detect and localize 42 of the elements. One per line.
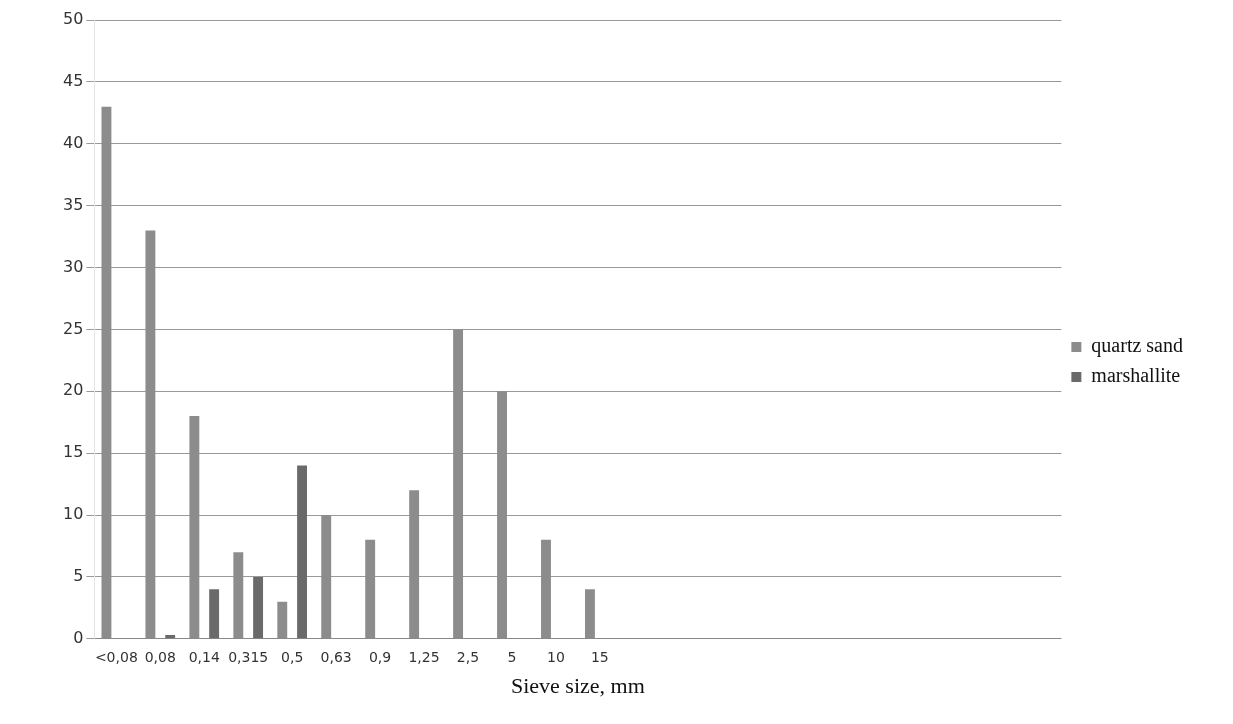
y-tick-label: 5 [73, 566, 84, 586]
bar [585, 589, 595, 639]
bar [321, 515, 332, 639]
bar [189, 416, 200, 639]
x-tick-label: 1,25 [408, 648, 440, 665]
bar [209, 589, 220, 639]
x-tick-label: 10 [546, 648, 565, 665]
x-tick-label: 5 [507, 648, 517, 665]
y-tick-label: 50 [63, 9, 84, 29]
y-tick-label: 30 [63, 256, 84, 276]
legend-label: marshallite [1091, 364, 1181, 387]
y-tick-label: 40 [63, 132, 84, 152]
y-tick-label: 15 [63, 442, 84, 462]
x-tick-label: 0,315 [228, 648, 269, 665]
x-tick-label: 0,5 [281, 648, 304, 665]
y-tick-label: 35 [63, 194, 84, 214]
x-tick-label: 0,63 [320, 648, 352, 665]
bar [277, 601, 288, 639]
x-tick-label: 0,08 [144, 648, 176, 665]
x-tick-label: <0,08 [94, 648, 138, 665]
x-tick-label: 2,5 [456, 648, 480, 665]
bar [453, 329, 464, 639]
x-tick-label: 0,9 [368, 648, 392, 665]
bar [497, 391, 507, 639]
y-tick-label: 25 [63, 318, 84, 338]
y-tick-label: 0 [73, 627, 84, 647]
bar [409, 490, 420, 639]
y-tick-label: 45 [63, 71, 84, 91]
bar [541, 539, 551, 639]
bar [253, 576, 264, 639]
legend-label: quartz sand [1091, 334, 1184, 358]
bar [101, 106, 112, 639]
x-axis-title: Sieve size, mm [510, 672, 645, 698]
bar [145, 230, 156, 639]
y-tick-label: 10 [63, 504, 84, 524]
x-tick-label: 15 [590, 648, 609, 665]
y-tick-label: 20 [63, 380, 84, 400]
bar [165, 635, 176, 639]
x-tick-label: 0,14 [188, 648, 220, 665]
bar [297, 465, 307, 639]
bar [233, 552, 244, 639]
bar [365, 539, 376, 639]
